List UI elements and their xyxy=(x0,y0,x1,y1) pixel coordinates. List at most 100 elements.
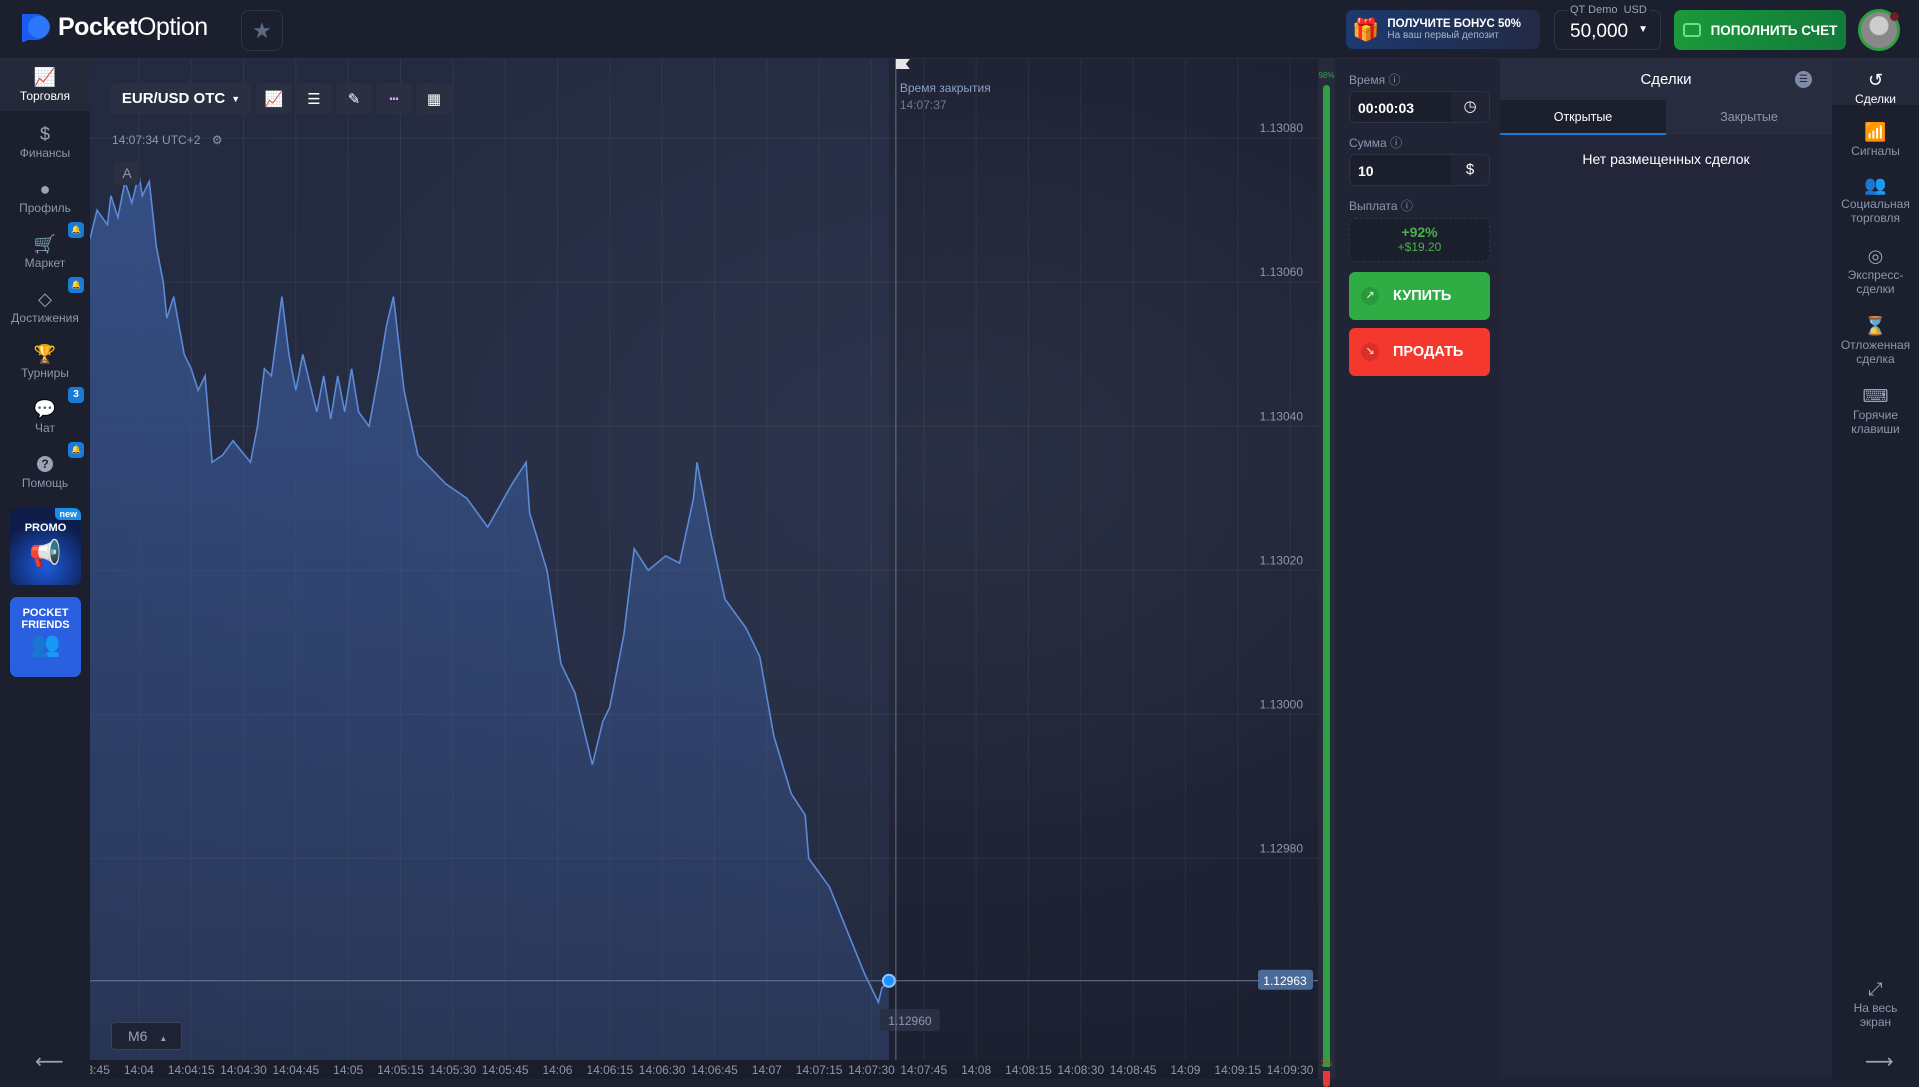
chart-area[interactable]: 1.13080 1.13060 1.13040 1.13020 1.13000 1.129… xyxy=(90,59,1318,1060)
asset-label: EUR/USD OTC xyxy=(121,90,226,107)
x-tick-label: 14:07:15 xyxy=(795,1063,843,1077)
dollar-icon: $ xyxy=(39,124,50,144)
sentiment-up-fill xyxy=(1323,85,1330,1067)
brush-icon: ✎ xyxy=(347,90,361,108)
x-tick-label: 14:08:15 xyxy=(1005,1063,1052,1077)
buy-button[interactable]: ↗ КУПИТЬ xyxy=(1349,272,1490,320)
sell-button[interactable]: ↘ ПРОДАТЬ xyxy=(1349,328,1490,376)
trade-panel: Время ⓘ 00:00:03 ◷ Сумма ⓘ 10 $ Выплата ⓘ … xyxy=(1335,59,1500,1079)
price-chart[interactable]: 1.13080 1.13060 1.13040 1.13020 1.13000 1.129… xyxy=(90,59,1318,1060)
right-nav-item-2[interactable]: 👥 Социальная торговля xyxy=(1832,164,1919,231)
x-tick-label: 14:05:15 xyxy=(377,1063,424,1077)
currency-icon[interactable]: $ xyxy=(1451,155,1489,185)
hover-price-label: 1.12960 xyxy=(888,1014,932,1028)
sidebar-item-0[interactable]: 📈 Торговля xyxy=(0,59,90,111)
time-label: Время ⓘ xyxy=(1349,73,1401,87)
help-icon[interactable]: ⓘ xyxy=(1388,73,1401,87)
fullscreen-label: На весь экран xyxy=(1853,1001,1898,1029)
favorites-button[interactable]: ★ xyxy=(241,10,283,51)
help-icon[interactable]: ⓘ xyxy=(1390,136,1403,150)
logo[interactable]: PocketOption xyxy=(20,12,208,42)
price-line xyxy=(90,174,890,1005)
sidebar-item-2[interactable]: ● Профиль xyxy=(0,171,90,223)
signal-icon: 📶 xyxy=(1864,122,1887,142)
sidebar-item-7[interactable]: ? Помощь 🔔 xyxy=(0,442,90,498)
right-nav-item-3[interactable]: ◎ Экспресс-сделки xyxy=(1832,235,1919,302)
logo-text: PocketOption xyxy=(58,12,208,41)
arrow-down-right-icon: ↘ xyxy=(1361,343,1379,361)
x-tick-label: 14:08:45 xyxy=(1109,1063,1157,1077)
bonus-banner[interactable]: 🎁 ПОЛУЧИТЕ БОНУС 50% На ваш первый депози… xyxy=(1346,10,1540,49)
history-icon: ↺ xyxy=(1867,70,1884,90)
right-nav-label: Отложенная сделка xyxy=(1840,338,1911,366)
left-sidebar: 📈 Торговля $ Финансы ● Профиль 🛒 Маркет 🔔 ◇ Достиж… xyxy=(0,59,90,1079)
x-tick-label: 14:09 xyxy=(1170,1063,1201,1077)
sidebar-item-5[interactable]: 🏆 Турниры xyxy=(0,336,90,388)
close-time-label: Время закрытия xyxy=(900,81,991,95)
sidebar-item-6[interactable]: 💬 Чат 3 xyxy=(0,387,90,443)
timeframe-button[interactable]: M6 ▲ xyxy=(111,1022,182,1050)
star-icon: ★ xyxy=(252,17,272,43)
balance-value: 50,000 xyxy=(1570,21,1629,42)
deposit-label: ПОПОЛНИТЬ СЧЕТ xyxy=(1710,22,1838,38)
avatar[interactable] xyxy=(1858,9,1900,51)
deposit-button[interactable]: ПОПОЛНИТЬ СЧЕТ xyxy=(1674,10,1846,50)
x-tick-label: 14:07:45 xyxy=(900,1063,948,1077)
chart-icon: 📈 xyxy=(33,67,57,87)
payout-box: +92% +$19.20 xyxy=(1349,218,1490,262)
line-style-button[interactable]: ┅ xyxy=(376,83,412,114)
time-value[interactable]: 00:00:03 xyxy=(1358,100,1415,116)
hourglass-icon: ⌛ xyxy=(1864,316,1887,336)
y-tick-label: 1.13020 xyxy=(1260,553,1304,567)
clock-icon[interactable]: ◷ xyxy=(1451,92,1489,122)
bell-badge: 🔔 xyxy=(68,442,84,458)
sidebar-item-label: Турниры xyxy=(21,366,69,380)
tab-open[interactable]: Открытые xyxy=(1500,100,1666,135)
promo-card[interactable]: new PROMO 📢 xyxy=(10,508,81,585)
x-tick-label: 14:09:30 xyxy=(1266,1063,1314,1077)
y-tick-label: 1.13080 xyxy=(1260,121,1304,135)
settings-icon[interactable]: ⚙ xyxy=(211,133,223,147)
right-nav-item-4[interactable]: ⌛ Отложенная сделка xyxy=(1832,305,1919,372)
x-tick-label: 14:08 xyxy=(961,1063,992,1077)
right-nav-item-0[interactable]: ↺ Сделки xyxy=(1832,59,1919,106)
time-input[interactable]: 00:00:03 ◷ xyxy=(1349,91,1490,123)
keyboard-icon: ⌨ xyxy=(1862,386,1889,406)
indicators-button[interactable]: ☰ xyxy=(296,83,332,114)
friends-label: POCKET FRIENDS xyxy=(21,607,70,631)
sidebar-item-label: Маркет xyxy=(24,256,66,270)
payout-label: Выплата ⓘ xyxy=(1349,199,1413,213)
expand-arrow-icon[interactable]: ⟶ xyxy=(1865,1051,1894,1073)
megaphone-icon: 📢 xyxy=(29,538,62,568)
layout-button[interactable]: ▦ xyxy=(416,83,452,114)
account-balance-selector[interactable]: QT Demo USD 50,000 ▼ xyxy=(1554,4,1661,50)
help-icon[interactable]: ⓘ xyxy=(1400,199,1413,213)
arrow-up-right-icon: ↗ xyxy=(1361,287,1379,305)
drawings-button[interactable]: ✎ xyxy=(336,83,372,114)
sidebar-item-4[interactable]: ◇ Достижения 🔔 xyxy=(0,277,90,333)
notification-dot xyxy=(1890,12,1899,21)
sidebar-item-3[interactable]: 🛒 Маркет 🔔 xyxy=(0,222,90,278)
chart-type-button[interactable]: 📈 xyxy=(256,83,292,114)
area-chart-icon: 📈 xyxy=(264,90,284,108)
cart-icon: 🛒 xyxy=(33,234,57,254)
x-tick-label: 14:08:30 xyxy=(1057,1063,1105,1077)
amount-value[interactable]: 10 xyxy=(1358,163,1374,179)
right-nav-item-1[interactable]: 📶 Сигналы xyxy=(1832,111,1919,164)
pocket-friends-card[interactable]: POCKET FRIENDS 👥 xyxy=(10,597,81,677)
amount-input[interactable]: 10 $ xyxy=(1349,154,1490,186)
right-nav-label: Социальная торговля xyxy=(1841,197,1910,225)
fullscreen-button[interactable]: ⤢ На весь экран xyxy=(1832,977,1919,1029)
price-area xyxy=(90,174,889,1060)
marker-a[interactable]: A xyxy=(114,161,140,185)
tab-closed[interactable]: Закрытые xyxy=(1666,100,1832,135)
right-nav-item-5[interactable]: ⌨ Горячие клавиши xyxy=(1832,375,1919,442)
x-tick-label: 14:06:30 xyxy=(638,1063,686,1077)
deals-title: Сделки ☰ xyxy=(1500,59,1832,100)
list-icon[interactable]: ☰ xyxy=(1795,71,1812,88)
sidebar-item-1[interactable]: $ Финансы xyxy=(0,116,90,168)
promo-label: PROMO xyxy=(24,522,67,534)
payout-percent: +92% xyxy=(1401,224,1438,240)
asset-selector[interactable]: EUR/USD OTC ▼ xyxy=(111,83,251,114)
collapse-arrow-icon[interactable]: ⟵ xyxy=(35,1051,64,1073)
